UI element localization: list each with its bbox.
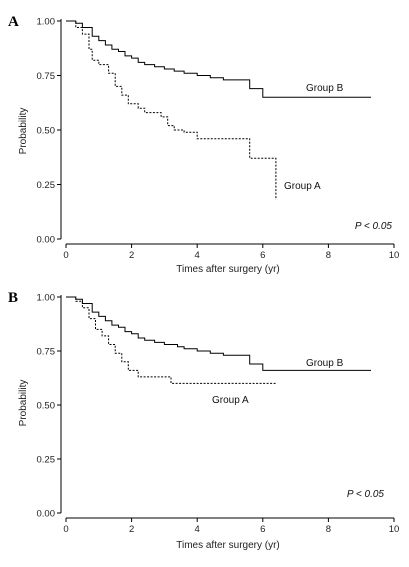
- panel-b-series: [66, 296, 371, 384]
- panel-b-y-tick-label: 0.50: [37, 401, 56, 412]
- panel-a-y-tick-label: 0.50: [37, 126, 56, 137]
- panel-a-letter: A: [8, 14, 19, 30]
- panel-a: A Probability 0.00 0.25 0.50 0.75 1.00 0 2 4 6 8 1…: [8, 14, 399, 275]
- panel-a-x-tick-label: 0: [63, 250, 68, 261]
- panel-a-x-axis-title: Times after surgery (yr): [176, 264, 280, 275]
- panel-b-y-tick-label: 1.00: [37, 293, 56, 304]
- panel-b-x-tick-label: 4: [195, 524, 200, 535]
- panel-a-x-tick-label: 4: [195, 250, 200, 261]
- panel-b-x-axis-title: Times after surgery (yr): [176, 540, 280, 551]
- panel-a-group-b-curve: [66, 20, 371, 98]
- panel-b-group-b-curve: [66, 296, 371, 371]
- panel-b-y-tick-label: 0.00: [37, 509, 56, 520]
- panel-b: B Probability 0.00 0.25 0.50 0.75 1.00 0 2 4 6 8 1…: [8, 290, 399, 551]
- panel-b-group-a-curve: [66, 296, 276, 384]
- panel-b-x-tick-label: 6: [260, 524, 265, 535]
- panel-a-group-a-label: Group A: [284, 181, 321, 192]
- panel-b-y-tick-label: 0.25: [37, 455, 56, 466]
- panel-b-y-tick-label: 0.75: [37, 347, 56, 358]
- panel-b-y-axis-title: Probability: [18, 380, 29, 427]
- panel-a-group-b-label: Group B: [306, 83, 344, 94]
- panel-a-y-tick-label: 1.00: [37, 17, 56, 28]
- panel-b-x-tick-label: 8: [326, 524, 331, 535]
- panel-a-axes: 0.00 0.25 0.50 0.75 1.00 0 2 4 6 8 10: [37, 17, 400, 262]
- panel-b-x-tick-label: 10: [389, 524, 400, 535]
- panel-a-x-tick-label: 8: [326, 250, 331, 261]
- panel-b-x-tick-label: 2: [129, 524, 134, 535]
- panel-b-group-a-label: Group A: [212, 395, 249, 406]
- panel-a-x-tick-label: 2: [129, 250, 134, 261]
- panel-a-x-tick-label: 10: [389, 250, 400, 261]
- panel-a-series: [66, 20, 371, 200]
- panel-b-p-value: P < 0.05: [347, 489, 385, 500]
- panel-a-x-tick-label: 6: [260, 250, 265, 261]
- panel-b-x-tick-label: 0: [63, 524, 68, 535]
- panel-a-y-tick-label: 0.75: [37, 71, 56, 82]
- panel-a-y-tick-label: 0.25: [37, 180, 56, 191]
- panel-a-p-value: P < 0.05: [355, 221, 393, 232]
- panel-a-y-axis-title: Probability: [18, 108, 29, 155]
- panel-a-y-tick-label: 0.00: [37, 235, 56, 246]
- panel-a-group-a-curve: [66, 20, 277, 200]
- panel-b-letter: B: [8, 290, 18, 306]
- panel-b-axes: 0.00 0.25 0.50 0.75 1.00 0 2 4 6 8 10: [37, 293, 400, 536]
- panel-b-group-b-label: Group B: [306, 358, 344, 369]
